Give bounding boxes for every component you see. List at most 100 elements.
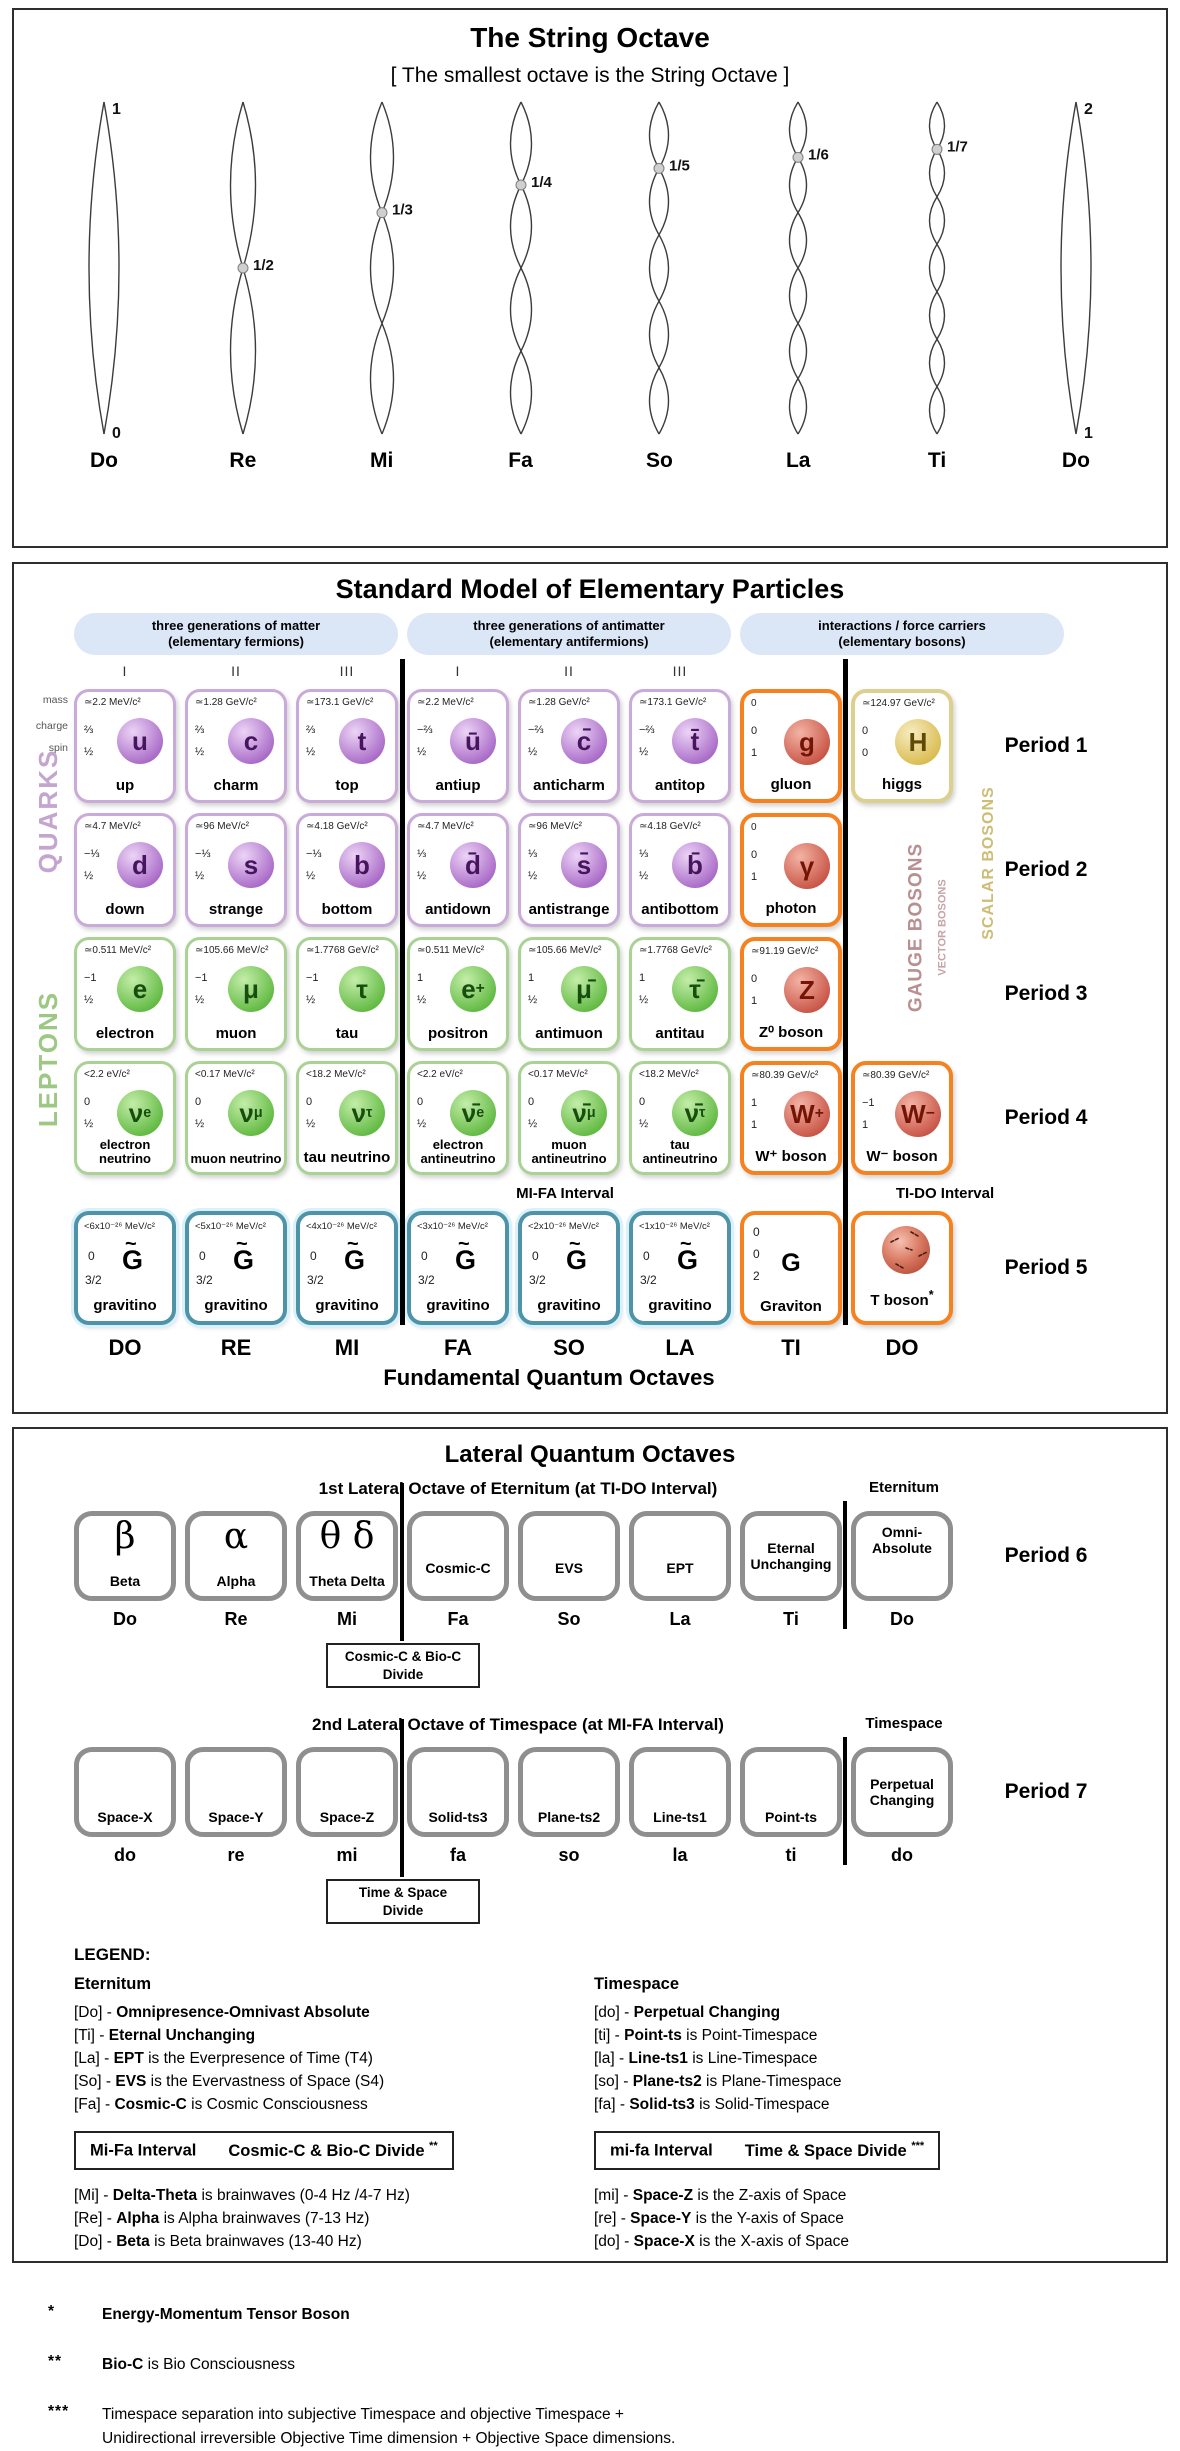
particle-symbol: c̄ — [561, 718, 607, 764]
particle-mass: ≃1.7768 GeV/c² — [306, 945, 379, 956]
particle-name: gravitino — [648, 1296, 712, 1314]
lateral-card-beta: β Beta — [74, 1511, 176, 1601]
string-octave-panel: The String Octave [ The smallest octave … — [12, 8, 1168, 548]
lateral-card-cosmic-c: Cosmic-C — [407, 1511, 509, 1601]
particle-mass: ≃4.7 MeV/c² — [417, 821, 474, 832]
particle-spin: 3/2 — [640, 1273, 657, 1287]
card-name: Perpetual Changing — [869, 1775, 935, 1808]
period-label: Period 6 — [1004, 1544, 1088, 1567]
string-figure: 1/4 — [509, 101, 553, 435]
tilde-mark: ~ — [236, 1233, 248, 1255]
node-fraction-label: 1/4 — [531, 174, 553, 191]
solfege-label: DO — [108, 1335, 142, 1360]
sm-row-1: ≃2.2 MeV/c² ⅔ ½ u up ≃1.28 GeV/c² ⅔ ½ c charm ≃173… — [24, 689, 1156, 803]
legend-entry: [Re] - Alpha is Alpha brainwaves (7-13 H… — [74, 2209, 370, 2227]
particle-mass: ≃173.1 GeV/c² — [306, 697, 374, 708]
particle-symbol: b — [339, 842, 385, 888]
particle-charge: 0 — [753, 1247, 760, 1261]
particle-card-gluon: 0 0 1 g gluon — [740, 689, 842, 803]
particle-name: Z⁰ boson — [758, 1023, 824, 1041]
string-curve — [369, 101, 394, 435]
card-name: Beta — [109, 1572, 141, 1589]
solfege-label: mi — [336, 1845, 358, 1865]
particle-card-tau: ≃1.7768 GeV/c² −1 ½ τ tau — [296, 937, 398, 1051]
particle-name: antitop — [655, 776, 705, 794]
legend-entry: [Do] - Beta is Beta brainwaves (13-40 Hz… — [74, 2232, 362, 2250]
octave-cards-row: β Beta α Alpha θ δ Theta Delta Cosmic-C EVS EPT E… — [24, 1511, 1156, 1601]
particle-symbol: W − — [895, 1091, 941, 1137]
string-figure: 1/6 — [789, 101, 829, 435]
card-glyph: θ δ — [319, 1516, 375, 1557]
particle-mass: <18.2 MeV/c² — [639, 1069, 699, 1080]
particle-card-antiup: ≃2.2 MeV/c² −⅔ ½ ū antiup — [407, 689, 509, 803]
particle-card-tau-neutrino: <18.2 MeV/c² 0 ½ ν τ tau neutrino — [296, 1061, 398, 1175]
legend-entry: [do] - Perpetual Changing — [594, 2004, 781, 2021]
particle-name: top — [335, 776, 359, 794]
particle-card-muon-neutrino: <0.17 MeV/c² 0 ½ ν μ muon neutrino — [185, 1061, 287, 1175]
sm-row-5: <6x10⁻²⁶ MeV/c² 0 3/2 G ~ gravitino <5x10⁻²⁶ M… — [24, 1211, 1156, 1325]
particle-symbol: u — [117, 718, 163, 764]
card-name: Space-Y — [208, 1808, 264, 1825]
particle-card-down: ≃4.7 MeV/c² −⅓ ½ d down — [74, 813, 176, 927]
footnote-2: ** Bio-C is Bio Consciousness — [48, 2353, 1140, 2377]
particle-card-antistrange: ≃96 MeV/c² ⅓ ½ s̄ antistrange — [518, 813, 620, 927]
string-node-dot — [792, 151, 804, 163]
particle-card-electron-neutrino: <2.2 eV/c² 0 ½ ν e electron neutrino — [74, 1061, 176, 1175]
header-pill-line2: (elementary antifermions) — [489, 634, 649, 649]
particle-symbol: t̄ — [672, 718, 718, 764]
octave1-section: 1st Lateral Octave of Eternitum (at TI-D… — [24, 1479, 1156, 1693]
node-fraction-label: 1/2 — [253, 257, 274, 274]
particle-name: antibottom — [641, 900, 719, 918]
particle-name: gluon — [770, 775, 812, 793]
string-curve — [103, 101, 120, 435]
particle-mass: <4x10⁻²⁶ MeV/c² — [306, 1221, 377, 1232]
string-top-label: 2 — [1084, 101, 1093, 118]
legend-columns: Eternitum [Do] - Omnipresence-Omnivast Ab… — [74, 1967, 1156, 2256]
header-pill-1: three generations of matter (elementary f… — [74, 613, 398, 655]
particle-symbol: c — [228, 718, 274, 764]
particle-name: bottom — [321, 900, 373, 918]
particle-mass: ≃1.7768 GeV/c² — [639, 945, 712, 956]
particle-charge: 1 — [528, 972, 535, 984]
solfege-label: So — [557, 1609, 581, 1629]
solfege-label: Ti — [927, 449, 947, 472]
footnote-mark: ** — [48, 2353, 63, 2371]
solfege-label: Do — [90, 449, 118, 472]
particle-symbol: ν̄ τ — [672, 1090, 718, 1136]
generation-numeral: III — [672, 663, 688, 679]
tilde-mark: ~ — [458, 1233, 470, 1255]
string-curve — [649, 101, 670, 435]
particle-mass: ≃124.97 GeV/c² — [862, 698, 935, 709]
particle-name: W⁺ boson — [755, 1147, 827, 1165]
particle-name: tau — [335, 1024, 359, 1042]
particle-card-w-boson: ≃80.39 GeV/c² −1 1 W − W⁻ boson — [851, 1061, 953, 1175]
lateral-card-point-ts: Point-ts — [740, 1747, 842, 1837]
legend-entry: [so] - Plane-ts2 is Plane-Timespace — [594, 2073, 842, 2090]
legend-entry: [mi] - Space-Z is the Z-axis of Space — [594, 2186, 847, 2204]
particle-mass: <2x10⁻²⁶ MeV/c² — [528, 1221, 599, 1232]
string-node-dot — [515, 179, 527, 191]
sm-row-4: <2.2 eV/c² 0 ½ ν e electron neutrino <0.17 MeV… — [24, 1061, 1156, 1175]
particle-name: gravitino — [93, 1296, 157, 1314]
particle-charge: ⅓ — [639, 848, 649, 860]
legend-entry: [ti] - Point-ts is Point-Timespace — [594, 2027, 818, 2044]
particle-symbol: s̄ — [561, 842, 607, 888]
card-name: Plane-ts2 — [537, 1808, 601, 1825]
particle-card-antidown: ≃4.7 MeV/c² ⅓ ½ d̄ antidown — [407, 813, 509, 927]
solfege-label: Mi — [337, 1609, 357, 1629]
particle-card-gravitino: <6x10⁻²⁶ MeV/c² 0 3/2 G ~ gravitino — [74, 1211, 176, 1325]
particle-mass: ≃105.66 MeV/c² — [528, 945, 602, 956]
generation-numeral: II — [564, 663, 574, 679]
particle-spin: ½ — [195, 746, 205, 758]
particle-symbol: W + — [784, 1091, 830, 1137]
particle-charge: −1 — [862, 1097, 875, 1109]
particle-spin: ½ — [306, 1118, 316, 1130]
lateral-card-space-x: Space-X — [74, 1747, 176, 1837]
particle-name: antimuon — [535, 1024, 603, 1042]
solfege-label: Ti — [783, 1609, 799, 1629]
string-curve — [789, 101, 808, 435]
particle-symbol: μ — [228, 966, 274, 1012]
particle-spin: ½ — [417, 746, 427, 758]
particle-mass: ≃80.39 GeV/c² — [862, 1070, 930, 1081]
